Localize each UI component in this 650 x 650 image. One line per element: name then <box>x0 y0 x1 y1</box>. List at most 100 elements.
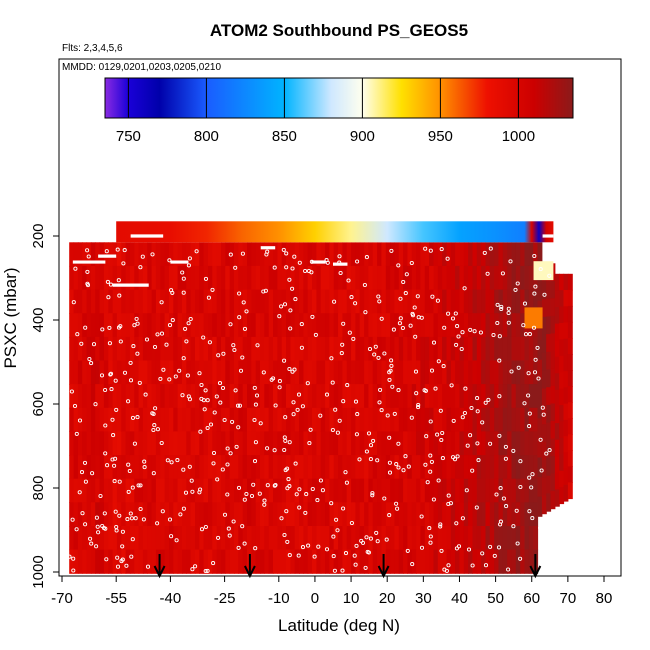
sample-point <box>88 536 93 541</box>
heatmap-cell <box>372 242 378 267</box>
sample-point <box>110 417 115 422</box>
heatmap-cell <box>494 549 500 574</box>
heatmap-cell <box>368 289 374 314</box>
y-tick-label: 400 <box>30 307 47 332</box>
sample-point <box>190 567 195 572</box>
sample-point <box>225 462 230 467</box>
sample-point <box>527 475 532 480</box>
sample-point <box>127 468 132 474</box>
sample-point <box>542 292 547 297</box>
heatmap-cell <box>195 502 200 527</box>
heatmap-cell <box>121 265 127 291</box>
heatmap-cell <box>229 502 235 527</box>
heatmap-cell <box>164 431 170 456</box>
heatmap-cell <box>73 313 79 338</box>
heatmap-cell <box>559 290 565 308</box>
heatmap-cell <box>403 502 408 527</box>
heatmap-cell <box>351 242 356 267</box>
sample-point <box>377 299 382 304</box>
sample-point <box>187 464 192 469</box>
heatmap-cell <box>520 265 526 291</box>
heatmap-cell <box>338 336 343 362</box>
heatmap-cell <box>450 526 456 551</box>
heatmap-cell <box>294 242 300 267</box>
heatmap-cell <box>537 418 543 439</box>
heatmap-cell <box>290 502 296 527</box>
heatmap-cell <box>155 407 161 432</box>
heatmap-cell <box>515 549 521 574</box>
heatmap-cell <box>333 313 339 338</box>
heatmap-cell <box>520 549 526 574</box>
heatmap-cell <box>537 437 543 459</box>
sample-point <box>117 293 122 298</box>
heatmap-cell <box>463 431 469 456</box>
sample-point <box>214 394 219 399</box>
heatmap-cell <box>69 502 75 527</box>
heatmap-cell <box>90 455 96 480</box>
heatmap-cell <box>125 502 131 527</box>
heatmap-cell <box>182 431 187 456</box>
heatmap-cell <box>455 431 460 456</box>
heatmap-cell <box>546 387 552 406</box>
heatmap-cell <box>312 384 317 409</box>
heatmap-cell <box>338 265 343 291</box>
heatmap-cell <box>221 242 226 267</box>
heatmap-cell <box>212 407 218 432</box>
heatmap-cell <box>455 526 460 551</box>
sample-point <box>379 408 384 413</box>
heatmap-cell <box>502 289 508 314</box>
heatmap-cell <box>294 407 300 432</box>
heatmap-cell <box>329 265 335 291</box>
sample-point <box>141 517 146 522</box>
heatmap-cell <box>264 242 270 267</box>
heatmap-cell <box>385 455 391 480</box>
sample-point <box>113 378 118 383</box>
heatmap-cell <box>407 313 413 338</box>
heatmap-cell <box>338 526 343 551</box>
heatmap-cell <box>472 265 478 291</box>
heatmap-cell <box>155 455 161 480</box>
heatmap-cell <box>277 265 283 291</box>
heatmap-cell <box>394 549 400 574</box>
sample-point <box>129 516 134 521</box>
heatmap-cell <box>229 549 235 574</box>
heatmap-cell <box>173 431 179 456</box>
sample-point <box>438 524 443 529</box>
heatmap-cell <box>281 455 287 480</box>
heatmap-cell <box>325 478 330 503</box>
heatmap-cell <box>377 336 382 362</box>
heatmap-cell <box>411 549 417 574</box>
heatmap-cell <box>390 455 395 480</box>
heatmap-cell <box>455 384 460 409</box>
heatmap-cell <box>116 265 122 291</box>
heatmap-cell <box>329 407 335 432</box>
heatmap-cell <box>437 289 443 314</box>
sample-point <box>205 425 210 431</box>
heatmap-cell <box>303 360 309 385</box>
sample-point <box>523 332 529 337</box>
heatmap-cell <box>277 313 283 338</box>
heatmap-cell <box>520 336 526 362</box>
sample-point <box>72 403 78 409</box>
heatmap-cell <box>82 407 88 432</box>
heatmap-cell <box>450 384 456 409</box>
heatmap-cell <box>476 242 482 267</box>
heatmap-cell <box>273 265 278 291</box>
heatmap-cell <box>485 265 491 291</box>
heatmap-cell <box>255 336 261 362</box>
colorbar-tick-label: 750 <box>116 128 141 145</box>
sample-point <box>128 360 133 365</box>
heatmap-cell <box>502 265 508 291</box>
heatmap-cell <box>390 549 395 574</box>
heatmap-cell <box>567 305 573 323</box>
sample-point <box>242 541 247 546</box>
heatmap-cell <box>251 360 257 385</box>
sample-point <box>476 458 481 463</box>
heatmap-cell <box>290 336 296 362</box>
heatmap-cell <box>229 478 235 503</box>
heatmap-cell <box>151 384 157 409</box>
heatmap-cell <box>151 478 157 503</box>
heatmap-cell <box>559 306 565 324</box>
heatmap-cell <box>459 313 465 338</box>
